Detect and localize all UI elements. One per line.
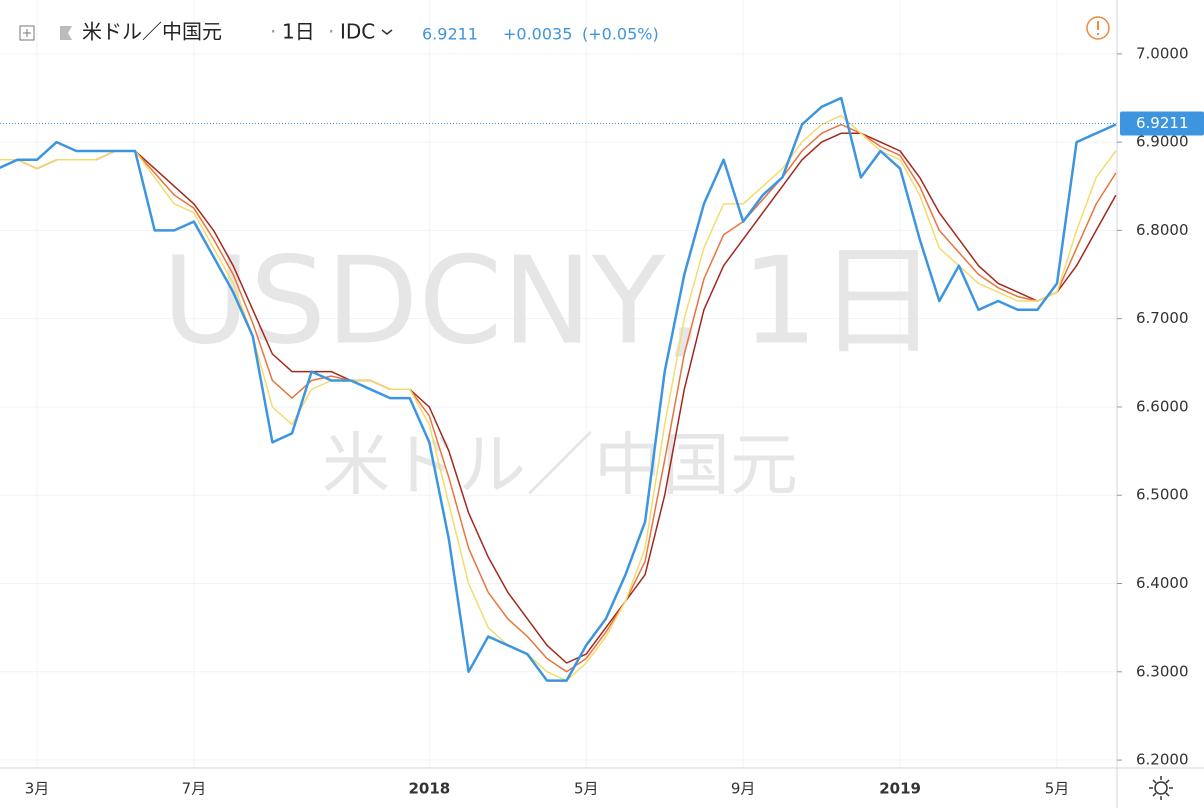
- series-line: [0, 132, 1117, 664]
- dropdown-icon[interactable]: [381, 29, 393, 35]
- x-tick-label: 9月: [731, 780, 756, 798]
- y-tick-label: 6.4000: [1136, 574, 1189, 592]
- y-tick-label: 6.7000: [1136, 309, 1189, 327]
- y-tick-label: 6.8000: [1136, 221, 1189, 239]
- add-icon-cross: [23, 29, 31, 37]
- x-tick-label: 7月: [182, 780, 207, 798]
- series-line: [0, 114, 1117, 682]
- y-tick-label: 6.6000: [1136, 397, 1189, 415]
- x-tick-label: 5月: [1045, 780, 1070, 798]
- x-tick-label: 3月: [25, 780, 50, 798]
- last-price-tag: [1120, 111, 1204, 136]
- y-tick-label: 6.3000: [1136, 662, 1189, 680]
- symbol-name[interactable]: 米ドル／中国元: [82, 20, 222, 44]
- x-tick-label: 2018: [408, 780, 450, 798]
- separator: ·: [328, 20, 334, 44]
- y-tick-label: 6.9000: [1136, 133, 1189, 151]
- header-change-percent: (+0.05%): [582, 25, 659, 44]
- separator: ·: [270, 20, 276, 44]
- header-price: 6.9211: [422, 25, 478, 44]
- add-icon[interactable]: [19, 25, 35, 41]
- watermark-name: 米ドル／中国元: [322, 427, 798, 506]
- last-price-label: 6.9211: [1136, 114, 1189, 132]
- settings-rays: [1149, 776, 1173, 800]
- x-tick-label: 2019: [879, 780, 921, 798]
- interval[interactable]: 1日: [282, 20, 315, 44]
- watermark: USDCNY, 1日: [162, 233, 938, 372]
- source[interactable]: IDC: [340, 20, 375, 44]
- x-tick-label: 5月: [574, 780, 599, 798]
- flag-icon[interactable]: [60, 26, 72, 40]
- y-tick-label: 6.5000: [1136, 486, 1189, 504]
- settings-icon[interactable]: [1154, 781, 1168, 795]
- series-line: [0, 123, 1117, 673]
- alert-icon[interactable]: [1086, 16, 1110, 40]
- y-tick-label: 6.2000: [1136, 751, 1189, 769]
- header-change: +0.0035: [503, 25, 572, 44]
- series-line: [0, 96, 1117, 682]
- y-tick-label: 7.0000: [1136, 44, 1189, 62]
